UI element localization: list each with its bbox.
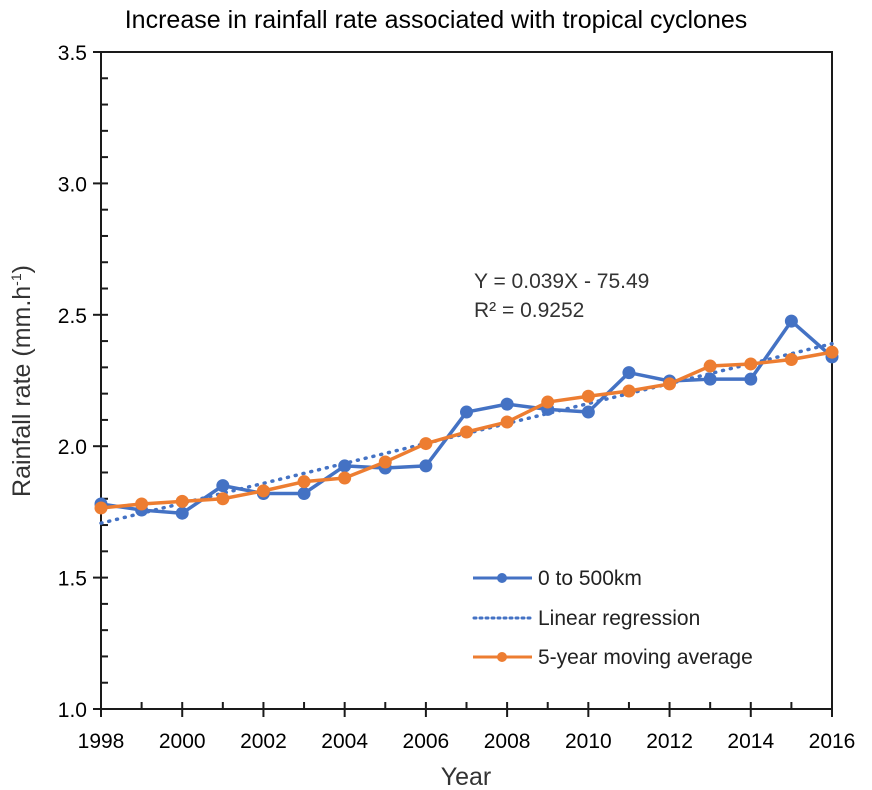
data-point (825, 345, 839, 359)
legend-label-moving-average: 5-year moving average (538, 646, 753, 669)
y-tick-label: 3.5 (58, 42, 87, 65)
x-tick-label: 2012 (646, 730, 693, 753)
data-point (216, 492, 230, 506)
x-tick-label: 2006 (403, 730, 450, 753)
y-axis-label-close: ) (8, 265, 36, 273)
data-point (297, 487, 311, 501)
data-point (419, 437, 433, 451)
y-tick-label: 3.0 (58, 173, 87, 196)
x-tick-label: 2000 (159, 730, 206, 753)
y-axis-label-main: Rainfall rate (mm.h (8, 286, 36, 497)
data-point (622, 366, 636, 380)
r-squared: R² = 0.9252 (474, 299, 584, 322)
data-point (784, 314, 798, 328)
x-axis: 1998 2000 2002 2004 2006 2008 2010 2012 2014 2016 (78, 702, 856, 753)
data-point (663, 377, 677, 391)
series-0-to-500km (94, 314, 839, 520)
data-point (622, 384, 636, 398)
y-axis-label-superscript: -1 (8, 273, 24, 286)
data-point (460, 405, 473, 419)
data-point (94, 501, 108, 515)
legend-label-0-to-500km: 0 to 500km (538, 567, 642, 590)
data-point (703, 359, 717, 373)
data-point (175, 506, 189, 520)
data-point (744, 357, 758, 371)
data-point (338, 471, 352, 485)
x-tick-label: 2014 (727, 730, 774, 753)
regression-equation: Y = 0.039X - 75.49 (474, 270, 649, 293)
y-tick-label: 2.0 (58, 436, 87, 459)
y-tick-label: 1.0 (58, 699, 87, 722)
data-point (175, 494, 189, 508)
x-tick-label: 2016 (809, 730, 856, 753)
y-axis: 1.0 1.5 2.0 2.5 3.0 3.5 (58, 42, 108, 722)
data-point (216, 479, 230, 493)
y-axis-label: Rainfall rate (mm.h-1) (8, 265, 36, 497)
svg-text:Rainfall rate (mm.h-1): Rainfall rate (mm.h-1) (8, 265, 36, 497)
data-point (500, 415, 514, 429)
data-point (378, 455, 392, 469)
x-tick-label: 2010 (565, 730, 612, 753)
data-point (541, 395, 555, 409)
x-tick-label: 2002 (240, 730, 287, 753)
data-point (419, 459, 433, 473)
data-point (135, 497, 149, 511)
x-tick-label: 2008 (484, 730, 531, 753)
x-axis-label: Year (441, 763, 492, 790)
data-point (581, 405, 595, 419)
y-tick-label: 2.5 (58, 305, 87, 328)
data-point (500, 397, 514, 411)
y-tick-label: 1.5 (58, 568, 87, 591)
legend-marker-0-to-500km (497, 573, 507, 583)
legend-label-linear-regression: Linear regression (538, 607, 700, 630)
data-point (460, 425, 473, 439)
x-tick-label: 1998 (78, 730, 125, 753)
data-point (297, 475, 311, 489)
chart-title: Increase in rainfall rate associated wit… (125, 6, 748, 34)
x-tick-label: 2004 (321, 730, 368, 753)
data-point (581, 389, 595, 403)
series-layer (94, 314, 839, 525)
data-point (744, 372, 758, 386)
data-point (256, 484, 270, 498)
series-5-year-moving-average (94, 345, 839, 515)
legend: 0 to 500km Linear regression 5-year movi… (472, 567, 753, 669)
data-point (784, 352, 798, 366)
legend-marker-moving-average (497, 652, 507, 662)
